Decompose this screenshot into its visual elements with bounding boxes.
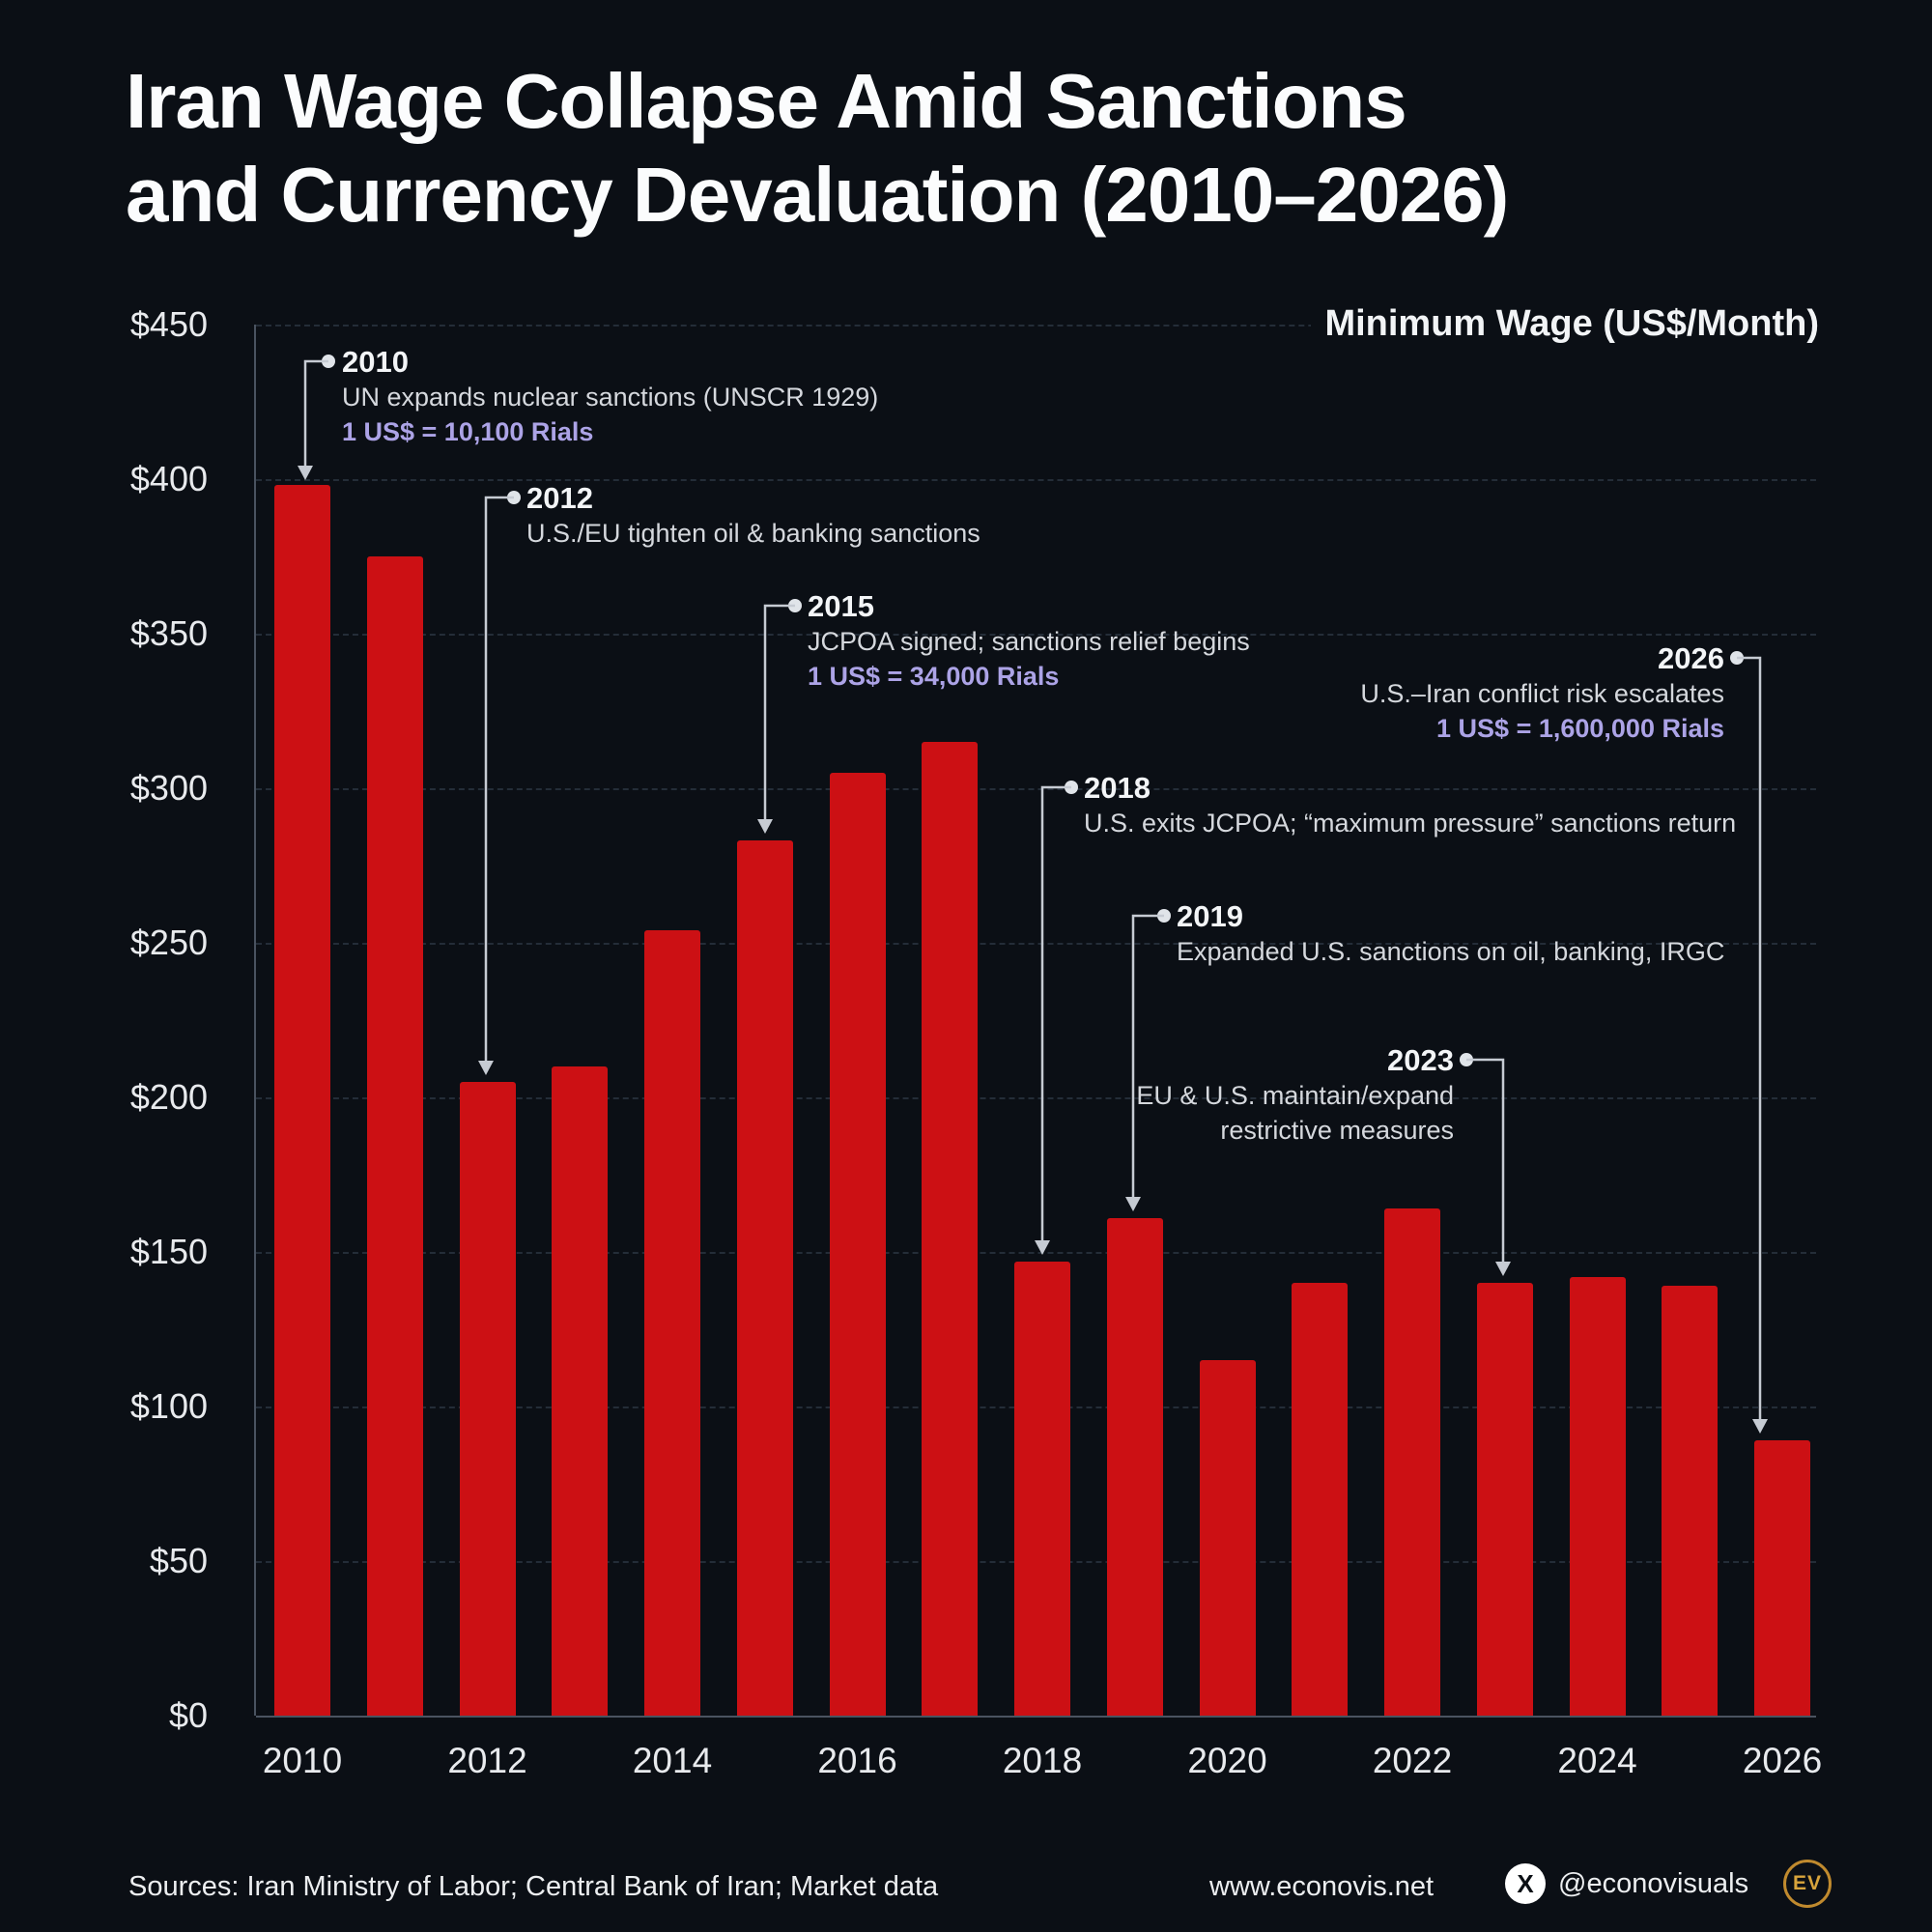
- annotation-year: 2026: [1658, 641, 1724, 675]
- annotation-year: 2023: [1387, 1043, 1454, 1077]
- gridline: [256, 325, 1816, 327]
- y-tick-label: $250: [129, 923, 208, 962]
- y-tick-label: $450: [129, 304, 208, 344]
- gridline: [256, 788, 1816, 790]
- x-tick-label: 2010: [262, 1741, 343, 1780]
- y-tick-label: $100: [129, 1386, 208, 1426]
- x-tick-label: 2022: [1372, 1741, 1453, 1780]
- econovis-logo-icon: EV: [1783, 1860, 1832, 1908]
- bar-2023: [1476, 1283, 1533, 1716]
- x-tick-label: 2016: [817, 1741, 897, 1780]
- bar-2012: [459, 1082, 516, 1716]
- bar-2025: [1662, 1286, 1719, 1716]
- annotation-text: UN expands nuclear sanctions (UNSCR 1929…: [342, 383, 879, 412]
- econovis-logo-text: EV: [1792, 1872, 1822, 1894]
- bar-2016: [829, 773, 886, 1716]
- annotation-rate: 1 US$ = 34,000 Rials: [808, 662, 1060, 691]
- bar-2024: [1569, 1276, 1626, 1716]
- annotation-year: 2015: [808, 589, 874, 623]
- annotation-text: JCPOA signed; sanctions relief begins: [808, 627, 1250, 656]
- bar-2014: [644, 930, 700, 1716]
- annotation-2015: 2015 JCPOA signed; sanctions relief begi…: [808, 588, 1250, 694]
- bar-2015: [736, 840, 793, 1716]
- annotation-text: Expanded U.S. sanctions on oil, banking,…: [1177, 937, 1725, 966]
- y-tick-label: $350: [129, 613, 208, 653]
- bar-2026: [1754, 1440, 1810, 1716]
- annotation-year: 2010: [342, 345, 409, 379]
- annotation-rate: 1 US$ = 10,100 Rials: [342, 417, 594, 446]
- x-logo-icon: X: [1505, 1863, 1546, 1904]
- annotation-text: EU & U.S. maintain/expand: [1136, 1081, 1454, 1110]
- website-text: www.econovis.net: [1209, 1871, 1435, 1902]
- annotation-2018: 2018 U.S. exits JCPOA; “maximum pressure…: [1084, 770, 1736, 840]
- y-tick-label: $50: [149, 1541, 208, 1580]
- y-tick-label: $300: [129, 768, 208, 808]
- annotation-rate: 1 US$ = 1,600,000 Rials: [1436, 714, 1724, 743]
- annotation-text: U.S.–Iran conflict risk escalates: [1360, 679, 1724, 708]
- annotation-2019: 2019 Expanded U.S. sanctions on oil, ban…: [1177, 898, 1724, 969]
- bar-2020: [1199, 1360, 1256, 1716]
- y-tick-label: $0: [168, 1695, 208, 1735]
- annotation-text: U.S./EU tighten oil & banking sanctions: [526, 519, 980, 548]
- annotation-text: restrictive measures: [1220, 1116, 1454, 1145]
- plot-area: [254, 325, 1816, 1718]
- y-tick-label: $150: [129, 1232, 208, 1271]
- gridline: [256, 1097, 1816, 1099]
- y-axis-title: Minimum Wage (US$/Month): [1311, 299, 1833, 348]
- annotation-2023: 2023 EU & U.S. maintain/expand restricti…: [1136, 1042, 1454, 1148]
- bar-2019: [1106, 1217, 1163, 1716]
- title-line-2: and Currency Devaluation (2010–2026): [126, 152, 1509, 238]
- y-tick-label: $400: [129, 459, 208, 498]
- annotation-year: 2012: [526, 481, 593, 515]
- bar-2017: [922, 742, 979, 1716]
- bar-2010: [274, 485, 330, 1716]
- bar-2021: [1292, 1283, 1349, 1716]
- y-axis-line: [254, 325, 256, 1716]
- annotation-year: 2018: [1084, 771, 1151, 805]
- title-line-1: Iran Wage Collapse Amid Sanctions: [126, 58, 1407, 144]
- social-handle-text: @econovisuals: [1558, 1867, 1749, 1899]
- annotation-2026: 2026 U.S.–Iran conflict risk escalates 1…: [1360, 640, 1724, 746]
- gridline: [256, 634, 1816, 636]
- sources-text: Sources: Iran Ministry of Labor; Central…: [128, 1871, 939, 1902]
- annotation-text: U.S. exits JCPOA; “maximum pressure” san…: [1084, 809, 1737, 838]
- x-tick-label: 2018: [1002, 1741, 1083, 1780]
- bar-2013: [552, 1066, 609, 1716]
- x-tick-label: 2024: [1557, 1741, 1637, 1780]
- x-axis-baseline: [256, 1716, 1816, 1718]
- bar-2011: [366, 556, 423, 1716]
- annotation-2010: 2010 UN expands nuclear sanctions (UNSCR…: [342, 344, 878, 449]
- y-tick-label: $200: [129, 1077, 208, 1117]
- page-title: Iran Wage Collapse Amid Sanctions and Cu…: [126, 54, 1509, 242]
- social-handle: X @econovisuals: [1505, 1863, 1748, 1904]
- gridline: [256, 479, 1816, 481]
- x-tick-label: 2026: [1742, 1741, 1823, 1780]
- annotation-2012: 2012 U.S./EU tighten oil & banking sanct…: [526, 480, 980, 551]
- gridline: [256, 943, 1816, 945]
- x-tick-label: 2020: [1187, 1741, 1267, 1780]
- bar-2018: [1014, 1261, 1070, 1716]
- x-tick-label: 2012: [447, 1741, 527, 1780]
- x-tick-label: 2014: [632, 1741, 713, 1780]
- bar-2022: [1384, 1208, 1440, 1716]
- annotation-year: 2019: [1177, 899, 1243, 933]
